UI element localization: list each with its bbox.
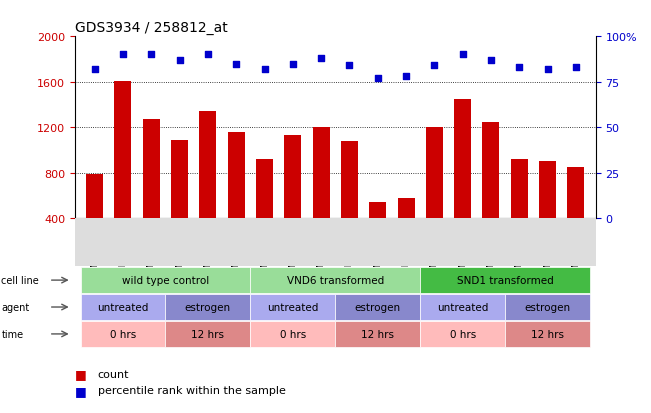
Text: ■: ■ bbox=[75, 384, 87, 397]
Point bbox=[259, 66, 270, 73]
Text: estrogen: estrogen bbox=[525, 302, 571, 312]
Point bbox=[401, 74, 411, 81]
Bar bbox=[426, 128, 443, 264]
Text: 12 hrs: 12 hrs bbox=[531, 329, 564, 339]
Point bbox=[486, 57, 496, 64]
Text: percentile rank within the sample: percentile rank within the sample bbox=[98, 385, 286, 395]
Bar bbox=[420, 268, 590, 293]
Point bbox=[372, 76, 383, 82]
Bar bbox=[81, 294, 165, 320]
Bar bbox=[165, 321, 251, 347]
Text: 0 hrs: 0 hrs bbox=[280, 329, 306, 339]
Point bbox=[89, 66, 100, 73]
Bar bbox=[420, 294, 505, 320]
Point bbox=[344, 63, 355, 69]
Bar bbox=[420, 321, 505, 347]
Bar bbox=[341, 142, 358, 264]
Bar bbox=[115, 81, 132, 264]
Text: ■: ■ bbox=[75, 367, 87, 380]
Text: estrogen: estrogen bbox=[355, 302, 401, 312]
Text: GDS3934 / 258812_at: GDS3934 / 258812_at bbox=[75, 21, 228, 35]
Text: cell line: cell line bbox=[1, 275, 39, 285]
Bar bbox=[251, 268, 420, 293]
Point bbox=[429, 63, 439, 69]
Bar bbox=[171, 140, 188, 264]
Bar bbox=[335, 294, 420, 320]
Bar bbox=[81, 321, 165, 347]
Bar bbox=[511, 160, 528, 264]
Text: count: count bbox=[98, 369, 129, 379]
Text: SND1 transformed: SND1 transformed bbox=[457, 275, 553, 285]
Point bbox=[514, 65, 525, 71]
Text: agent: agent bbox=[1, 302, 29, 312]
Bar bbox=[312, 128, 329, 264]
Text: time: time bbox=[1, 329, 23, 339]
Text: untreated: untreated bbox=[97, 302, 148, 312]
Bar bbox=[505, 321, 590, 347]
Bar bbox=[165, 294, 251, 320]
Bar bbox=[251, 321, 335, 347]
Bar bbox=[398, 198, 415, 264]
Bar bbox=[86, 175, 103, 264]
Point bbox=[202, 52, 213, 59]
Text: wild type control: wild type control bbox=[122, 275, 209, 285]
Point bbox=[231, 61, 242, 68]
Text: 0 hrs: 0 hrs bbox=[110, 329, 136, 339]
Point bbox=[288, 61, 298, 68]
Bar bbox=[143, 120, 159, 264]
Text: VND6 transformed: VND6 transformed bbox=[286, 275, 384, 285]
Bar bbox=[454, 100, 471, 264]
Bar bbox=[369, 203, 386, 264]
Bar bbox=[81, 268, 251, 293]
Bar bbox=[335, 321, 420, 347]
Bar bbox=[482, 122, 499, 264]
Text: estrogen: estrogen bbox=[185, 302, 231, 312]
Bar bbox=[284, 136, 301, 264]
Bar bbox=[251, 294, 335, 320]
Point bbox=[174, 57, 185, 64]
Bar bbox=[256, 160, 273, 264]
Point bbox=[146, 52, 156, 59]
Bar bbox=[228, 133, 245, 264]
Text: 12 hrs: 12 hrs bbox=[361, 329, 395, 339]
Point bbox=[118, 52, 128, 59]
Point bbox=[316, 56, 326, 62]
Bar bbox=[505, 294, 590, 320]
Bar bbox=[199, 112, 216, 264]
Text: untreated: untreated bbox=[267, 302, 318, 312]
Point bbox=[458, 52, 468, 59]
Bar bbox=[568, 168, 585, 264]
Point bbox=[571, 65, 581, 71]
Text: 12 hrs: 12 hrs bbox=[191, 329, 225, 339]
Bar bbox=[539, 162, 556, 264]
Text: untreated: untreated bbox=[437, 302, 488, 312]
Point bbox=[542, 66, 553, 73]
Text: 0 hrs: 0 hrs bbox=[449, 329, 476, 339]
